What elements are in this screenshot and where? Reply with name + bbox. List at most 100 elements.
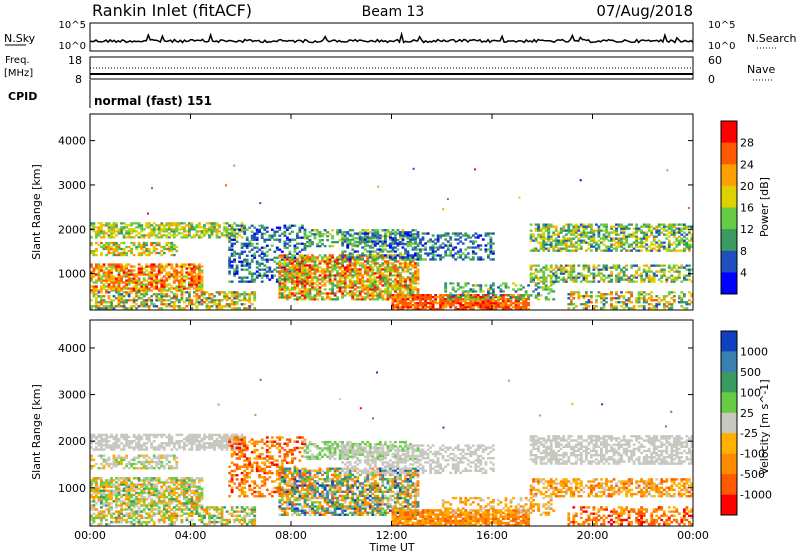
data-cell: [356, 286, 360, 289]
data-cell: [585, 231, 588, 234]
data-cell: [323, 256, 327, 259]
data-cell: [258, 262, 262, 265]
data-cell: [517, 288, 520, 291]
data-cell: [188, 301, 191, 304]
data-cell: [127, 245, 131, 249]
data-cell: [215, 234, 219, 237]
data-cell: [265, 230, 269, 233]
data-cell: [115, 442, 118, 445]
data-cell: [102, 295, 106, 298]
data-cell: [399, 302, 402, 305]
data-cell: [255, 270, 259, 273]
data-cell: [647, 274, 651, 277]
data-cell: [288, 262, 292, 265]
data-cell: [155, 297, 159, 300]
data-cell: [286, 274, 289, 277]
data-cell: [170, 253, 174, 257]
data-cell: [167, 303, 171, 306]
data-cell: [602, 239, 606, 242]
data-cell: [688, 243, 691, 246]
data-cell: [471, 258, 475, 261]
data-cell: [391, 294, 395, 297]
data-cell: [363, 266, 367, 269]
data-cell: [102, 263, 106, 266]
data-cell: [326, 266, 329, 269]
data-cell: [585, 274, 588, 277]
data-cell: [612, 225, 616, 228]
data-cell: [411, 278, 415, 281]
data-cell: [587, 301, 591, 304]
data-cell: [489, 288, 493, 291]
data-cell: [298, 272, 302, 275]
data-cell: [376, 294, 380, 297]
data-cell: [373, 254, 377, 257]
data-cell: [235, 291, 239, 294]
data-cell: [165, 444, 169, 447]
data-cell: [394, 282, 397, 285]
data-cell: [283, 224, 287, 227]
data-cell: [127, 283, 131, 286]
data-cell: [110, 273, 113, 276]
data-cell: [245, 258, 249, 261]
data-cell: [471, 302, 475, 305]
data-cell: [112, 243, 116, 247]
data-cell: [348, 280, 352, 283]
data-cell: [361, 298, 365, 301]
data-cell: [321, 258, 324, 261]
data-cell: [559, 243, 563, 246]
data-cell: [429, 306, 432, 309]
data-cell: [436, 238, 440, 241]
data-cell: [368, 245, 372, 248]
data-cell: [183, 444, 186, 447]
data-cell: [268, 266, 272, 269]
data-cell: [386, 235, 390, 238]
data-cell: [401, 298, 405, 301]
data-cell: [424, 308, 427, 311]
data-cell: [338, 280, 342, 283]
data-cell: [409, 286, 412, 289]
data-cell: [100, 437, 103, 441]
data-cell: [512, 288, 515, 291]
data-cell: [366, 286, 370, 289]
data-cell: [451, 254, 455, 257]
data-cell: [476, 234, 480, 237]
data-cell: [137, 241, 141, 245]
data-cell: [102, 273, 106, 276]
data-cell: [125, 440, 128, 443]
data-cell: [311, 233, 314, 236]
data-cell: [328, 262, 332, 265]
data-cell: [424, 296, 427, 299]
data-cell: [660, 268, 664, 271]
data-cell: [481, 304, 485, 307]
data-cell: [399, 282, 402, 285]
data-cell: [162, 442, 166, 445]
data-cell: [145, 243, 149, 247]
data-cell: [346, 258, 350, 261]
data-cell: [504, 300, 508, 303]
data-cell: [117, 275, 121, 278]
data-cell: [233, 232, 236, 235]
data-cell: [338, 286, 342, 289]
data-cell: [341, 266, 344, 269]
data-cell: [183, 228, 186, 231]
data-cell: [554, 276, 558, 279]
data-cell: [368, 280, 372, 283]
data-cell: [195, 301, 199, 304]
data-cell: [150, 444, 154, 447]
data-cell: [544, 237, 548, 240]
data-cell: [539, 235, 543, 238]
data-cell: [474, 296, 478, 299]
data-cell: [466, 252, 470, 255]
data-cell: [577, 239, 581, 242]
data-cell: [605, 264, 608, 267]
data-cell: [401, 234, 405, 237]
data-cell: [265, 270, 269, 273]
data-cell: [612, 239, 616, 242]
data-cell: [107, 228, 111, 231]
data-cell: [298, 296, 302, 299]
data-cell: [117, 295, 121, 298]
data-cell: [547, 225, 551, 228]
data-cell: [542, 235, 546, 238]
data-cell: [660, 264, 664, 267]
data-cell: [371, 290, 375, 293]
